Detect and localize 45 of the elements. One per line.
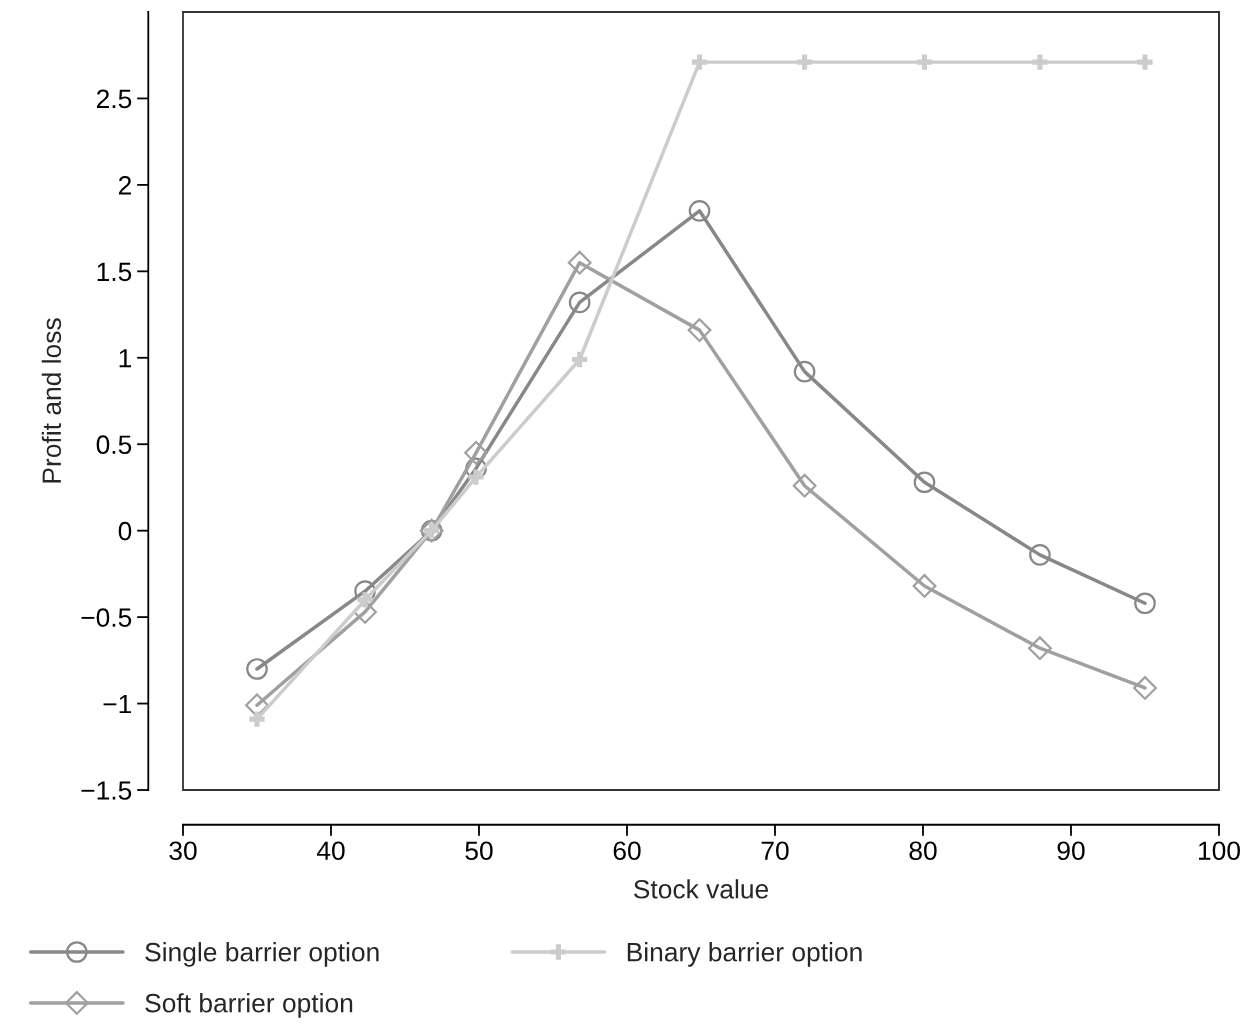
point (568, 291, 591, 314)
y-tick-label: 2.5 (96, 89, 132, 109)
x-tick-label: 80 (909, 841, 937, 861)
point (913, 471, 936, 494)
point (688, 199, 711, 222)
x-tick-label: 60 (613, 841, 641, 861)
legend-label: Soft barrier option (145, 993, 353, 1018)
point (687, 318, 712, 343)
y-axis-title: Profit and loss (41, 318, 62, 483)
point (572, 351, 588, 368)
point (796, 54, 813, 70)
point (691, 54, 708, 70)
point (468, 469, 484, 485)
point (1029, 544, 1051, 566)
y-tick-label: 0.5 (96, 435, 132, 455)
y-tick-label: 1 (119, 349, 132, 368)
x-tick-label: 50 (465, 841, 493, 861)
point (567, 250, 592, 275)
x-tick-label: 40 (316, 841, 345, 861)
point (246, 658, 268, 680)
point (793, 360, 816, 383)
y-tick-label: 0 (118, 521, 132, 541)
y-tick-label: −0.5 (81, 608, 132, 627)
point (1028, 636, 1052, 661)
point (1134, 592, 1156, 615)
x-axis-title: Stock value (633, 879, 769, 899)
point (1133, 676, 1157, 700)
y-tick-label: 2 (118, 176, 131, 195)
point (916, 54, 933, 70)
legend-label: Binary barrier option (627, 942, 862, 967)
point (792, 473, 817, 498)
x-tick-label: 30 (169, 841, 197, 861)
y-tick-label: 1.5 (97, 262, 132, 282)
x-tick-label: 90 (1057, 841, 1085, 861)
point (249, 711, 265, 727)
point (357, 592, 373, 608)
legend-label: Single barrier option (145, 942, 379, 967)
point (464, 440, 488, 465)
point (912, 574, 937, 598)
x-tick-label: 70 (761, 841, 789, 861)
x-tick-label: 100 (1199, 841, 1240, 861)
y-tick-label: −1 (103, 694, 132, 714)
point (1137, 54, 1153, 70)
point (1032, 54, 1048, 70)
y-tick-label: −1.5 (81, 781, 132, 800)
